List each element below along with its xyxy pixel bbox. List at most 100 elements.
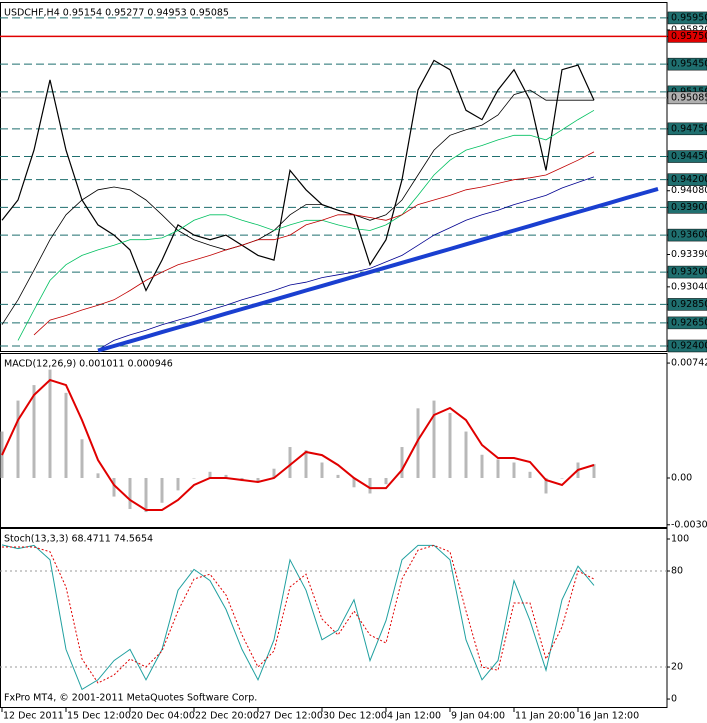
y-tick-label: 0.94200: [671, 174, 707, 185]
macd-bar: [400, 447, 404, 478]
x-tick-label: 30 Dec 12:00: [323, 711, 387, 722]
macd-bar: [368, 477, 372, 494]
macd-bar: [528, 471, 532, 478]
y-tick-label: 0.94450: [671, 151, 707, 162]
tick-box: [667, 91, 707, 105]
y-tick-label: 0.93040: [671, 281, 707, 292]
y-tick-label: 0.92850: [671, 299, 707, 310]
macd-bar: [192, 477, 196, 479]
panel: 0.007424 0.00 -0.003021 MACD(12,26,9) 0.001…: [0, 353, 707, 530]
y-tick-label: 0.92650: [671, 317, 707, 328]
macd-bar: [512, 462, 516, 478]
series-line: [17, 109, 595, 341]
y-tick-label: 0.007424: [671, 358, 707, 369]
macd-bar: [16, 400, 20, 478]
tick-box: [667, 298, 707, 311]
y-tick-label: 0.93200: [671, 267, 707, 278]
macd-bar: [416, 408, 420, 478]
panel-frame: [0, 2, 668, 352]
series-line: [1, 378, 595, 511]
series-line: [1, 89, 594, 325]
tick-box: [667, 150, 707, 163]
macd-bar: [96, 473, 100, 478]
tick-box: [667, 201, 707, 214]
macd-bar: [144, 477, 148, 513]
x-tick-label: 27 Dec 12:00: [259, 711, 323, 722]
y-tick-label: 0.92400: [671, 340, 707, 351]
y-tick-label: 0.93600: [671, 230, 707, 241]
macd-bar: [160, 477, 164, 503]
x-tick-label: 12 Dec 2011: [3, 711, 64, 722]
tick-box: [667, 316, 707, 330]
macd-bar: [304, 450, 308, 478]
macd-bar: [384, 477, 388, 485]
macd-bar: [272, 468, 276, 478]
y-tick-label: 0: [671, 694, 677, 705]
macd-bar: [544, 477, 548, 494]
y-tick-label: -0.003021: [671, 519, 707, 530]
macd-bar: [208, 471, 212, 478]
y-tick-label: 0.00: [671, 472, 692, 483]
y-tick-label: 0.95820: [671, 24, 707, 35]
x-tick-label: 4 Jan 12:00: [387, 711, 441, 722]
tick-box: [667, 265, 707, 279]
y-tick-label: 0.95085: [671, 92, 707, 103]
series-line: [1, 59, 595, 292]
tick-box: [667, 339, 707, 353]
y-tick-label: 0.95950: [671, 12, 707, 23]
y-tick-label: 20: [671, 662, 683, 673]
tick-box: [667, 30, 707, 43]
y-tick-label: 100: [671, 534, 689, 545]
macd-bar: [464, 431, 468, 478]
macd-bar: [48, 369, 52, 478]
x-tick-label: 9 Jan 04:00: [451, 711, 505, 722]
y-tick-label: 0.94750: [671, 123, 707, 134]
panel: 100 80 20 0 Stoch(13,3,3) 68.4711 74.5654: [0, 528, 689, 708]
series-line: [97, 186, 659, 353]
series-line: [1, 544, 595, 691]
series-line: [97, 176, 595, 351]
x-tick-label: 22 Dec 20:00: [195, 711, 259, 722]
y-tick-label: 80: [671, 566, 683, 577]
macd-bar: [288, 447, 292, 478]
panel-title: Stoch(13,3,3) 68.4711 74.5654: [4, 534, 153, 545]
macd-bar: [496, 459, 500, 478]
tick-box: [667, 173, 707, 186]
macd-bar: [352, 477, 356, 488]
x-tick-label: 20 Dec 04:00: [131, 711, 195, 722]
macd-bar: [224, 474, 228, 478]
macd-bar: [32, 385, 36, 478]
macd-bar: [128, 477, 132, 509]
y-tick-label: 0.95750: [671, 31, 707, 42]
macd-bar: [592, 464, 596, 478]
macd-bar: [80, 439, 84, 478]
y-tick-label: 0.93390: [671, 249, 707, 260]
tick-box: [667, 11, 707, 25]
macd-bar: [432, 400, 436, 478]
macd-bar: [64, 392, 68, 478]
series-line: [2, 544, 595, 684]
tick-box: [667, 228, 707, 242]
macd-bar: [112, 477, 116, 497]
panel: 0.959500.958200.957500.954500.951500.950…: [0, 2, 707, 353]
macd-bar: [480, 454, 484, 478]
tick-box: [667, 57, 707, 71]
tick-box: [667, 122, 707, 136]
copyright: FxPro MT4, © 2001-2011 MetaQuotes Softwa…: [4, 693, 257, 704]
y-tick-label: 0.94080: [671, 185, 707, 196]
y-tick-label: 0.95450: [671, 59, 707, 70]
macd-bar: [320, 462, 324, 478]
panel-frame: [0, 353, 668, 528]
panel-title: MACD(12,26,9) 0.001011 0.000946: [4, 359, 173, 370]
panel-frame: [0, 528, 668, 708]
x-tick-label: 15 Dec 12:00: [67, 711, 131, 722]
y-tick-label: 0.93900: [671, 202, 707, 213]
panel-title: USDCHF,H4 0.95154 0.95277 0.94953 0.9508…: [4, 8, 229, 19]
x-tick-label: 11 Jan 20:00: [515, 711, 575, 722]
macd-bar: [256, 477, 260, 483]
macd-bar: [448, 412, 452, 478]
macd-bar: [176, 477, 180, 491]
series-line: [33, 151, 595, 336]
x-tick-label: 16 Jan 12:00: [579, 711, 639, 722]
